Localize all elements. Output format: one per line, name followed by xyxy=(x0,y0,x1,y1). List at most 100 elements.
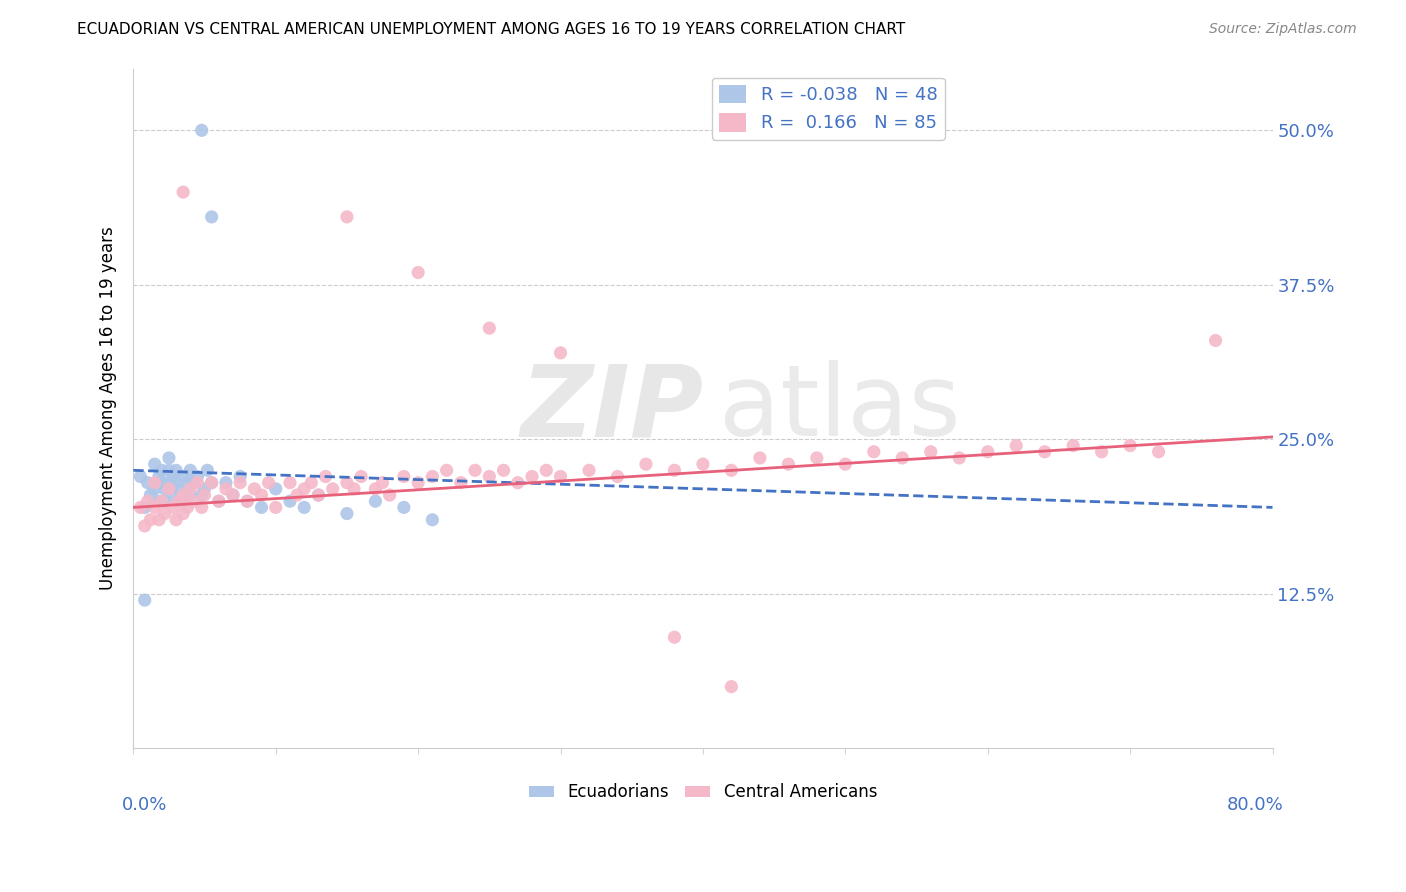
Point xyxy=(250,488,273,502)
Point xyxy=(165,513,187,527)
Point xyxy=(157,463,180,477)
Point xyxy=(378,488,401,502)
Point xyxy=(153,482,176,496)
Point xyxy=(406,266,429,280)
Point xyxy=(153,507,176,521)
Text: Source: ZipAtlas.com: Source: ZipAtlas.com xyxy=(1209,22,1357,37)
Point xyxy=(229,469,252,483)
Point xyxy=(806,450,828,465)
Point xyxy=(172,494,194,508)
Point xyxy=(150,494,173,508)
Point xyxy=(129,500,152,515)
Point xyxy=(307,488,329,502)
Point xyxy=(364,494,387,508)
Point xyxy=(720,463,742,477)
Point xyxy=(862,444,884,458)
Point xyxy=(143,482,166,496)
Point xyxy=(720,680,742,694)
Point xyxy=(278,475,301,490)
Point xyxy=(236,494,259,508)
Point xyxy=(172,488,194,502)
Point xyxy=(162,469,184,483)
Point xyxy=(664,463,686,477)
Point xyxy=(292,500,315,515)
Point xyxy=(1062,439,1084,453)
Point xyxy=(834,457,856,471)
Point xyxy=(208,494,231,508)
Point xyxy=(157,450,180,465)
Text: atlas: atlas xyxy=(718,360,960,457)
Point xyxy=(664,630,686,644)
Point xyxy=(136,494,159,508)
Legend: Ecuadorians, Central Americans: Ecuadorians, Central Americans xyxy=(522,777,884,808)
Point xyxy=(520,469,543,483)
Text: ECUADORIAN VS CENTRAL AMERICAN UNEMPLOYMENT AMONG AGES 16 TO 19 YEARS CORRELATIO: ECUADORIAN VS CENTRAL AMERICAN UNEMPLOYM… xyxy=(77,22,905,37)
Point xyxy=(891,450,914,465)
Point xyxy=(436,463,458,477)
Point xyxy=(162,500,184,515)
Point xyxy=(478,469,501,483)
Point xyxy=(371,475,394,490)
Point xyxy=(350,469,373,483)
Point xyxy=(172,185,194,199)
Point xyxy=(1005,439,1028,453)
Point xyxy=(195,463,218,477)
Point xyxy=(1119,439,1142,453)
Point xyxy=(162,488,184,502)
Point xyxy=(322,482,344,496)
Point xyxy=(778,457,800,471)
Point xyxy=(176,500,198,515)
Point xyxy=(1033,444,1056,458)
Point xyxy=(422,513,444,527)
Point xyxy=(550,346,572,360)
Point xyxy=(167,494,190,508)
Point xyxy=(150,463,173,477)
Point xyxy=(299,475,322,490)
Point xyxy=(172,507,194,521)
Point xyxy=(201,210,224,224)
Point xyxy=(336,507,359,521)
Point xyxy=(285,488,308,502)
Text: 80.0%: 80.0% xyxy=(1227,796,1284,814)
Point xyxy=(172,469,194,483)
Point xyxy=(606,469,628,483)
Point xyxy=(315,469,337,483)
Point xyxy=(236,494,259,508)
Point xyxy=(157,475,180,490)
Point xyxy=(920,444,942,458)
Point xyxy=(134,593,156,607)
Point xyxy=(181,475,204,490)
Point xyxy=(176,475,198,490)
Point xyxy=(748,450,770,465)
Point xyxy=(143,500,166,515)
Point xyxy=(307,488,329,502)
Point xyxy=(201,475,224,490)
Point xyxy=(215,475,238,490)
Point xyxy=(292,482,315,496)
Point xyxy=(139,513,162,527)
Point xyxy=(634,457,657,471)
Point xyxy=(208,494,231,508)
Point xyxy=(257,475,280,490)
Point xyxy=(578,463,600,477)
Point xyxy=(179,463,201,477)
Point xyxy=(492,463,515,477)
Point xyxy=(186,475,208,490)
Point xyxy=(190,500,212,515)
Point xyxy=(222,488,245,502)
Point xyxy=(406,475,429,490)
Point xyxy=(336,210,359,224)
Point xyxy=(1091,444,1114,458)
Point xyxy=(464,463,486,477)
Point xyxy=(129,469,152,483)
Point xyxy=(536,463,558,477)
Point xyxy=(179,488,201,502)
Point xyxy=(190,123,212,137)
Text: 0.0%: 0.0% xyxy=(122,796,167,814)
Point xyxy=(134,500,156,515)
Point xyxy=(1147,444,1170,458)
Point xyxy=(190,488,212,502)
Point xyxy=(139,488,162,502)
Point xyxy=(165,475,187,490)
Point xyxy=(193,488,215,502)
